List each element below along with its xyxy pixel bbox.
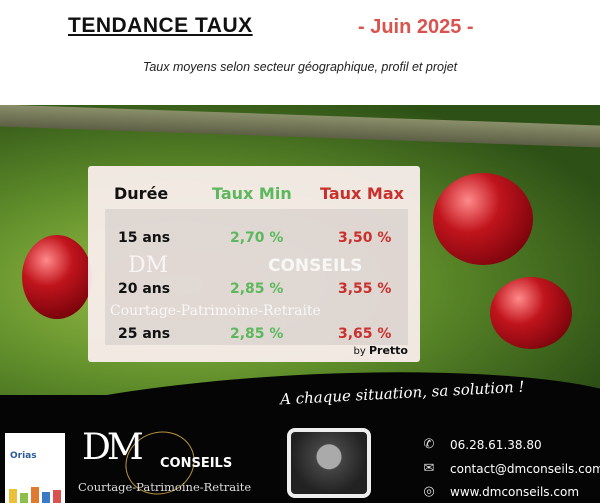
- row-duree: 25 ans: [118, 326, 171, 342]
- contact-email[interactable]: ✉ contact@dmconseils.com: [420, 461, 600, 477]
- orias-logo: Orias: [5, 433, 65, 503]
- header-duree: Durée: [114, 184, 169, 203]
- cherry: [490, 277, 572, 349]
- row-max: 3,55 %: [338, 281, 392, 297]
- pretto-credit: by Pretto: [354, 345, 408, 358]
- watermark-conseils: CONSEILS: [268, 256, 363, 276]
- orias-text: Orias: [10, 451, 37, 461]
- watermark-tagline: Courtage-Patrimoine-Retraite: [110, 303, 321, 319]
- by-label: by: [353, 346, 366, 357]
- advisor-photo: [287, 428, 371, 498]
- row-duree: 20 ans: [118, 281, 171, 297]
- month-label: - Juin 2025 -: [358, 16, 474, 38]
- watermark: [105, 209, 408, 345]
- subtitle: Taux moyens selon secteur géographique, …: [142, 60, 458, 74]
- row-min: 2,85 %: [230, 326, 284, 342]
- page-title: TENDANCE TAUX: [68, 14, 253, 37]
- email-text: contact@dmconseils.com: [450, 462, 600, 476]
- watermark-dm: DM: [128, 253, 169, 278]
- logo-tagline: Courtage-Patrimoine-Retraite: [78, 480, 252, 494]
- header-taux-max: Taux Max: [320, 184, 404, 203]
- email-icon: ✉: [423, 461, 435, 476]
- row-min: 2,85 %: [230, 281, 284, 297]
- branch: [0, 105, 600, 148]
- phone-text: 06.28.61.38.80: [450, 438, 542, 452]
- globe-icon: ◎: [423, 484, 435, 499]
- row-max: 3,50 %: [338, 230, 392, 246]
- logo-dm: DM: [82, 427, 144, 468]
- cherry: [22, 235, 92, 319]
- row-max: 3,65 %: [338, 326, 392, 342]
- header-taux-min: Taux Min: [212, 184, 292, 203]
- row-duree: 15 ans: [118, 230, 171, 246]
- website-text: www.dmconseils.com: [450, 485, 580, 499]
- contact-phone[interactable]: ✆ 06.28.61.38.80: [420, 437, 542, 453]
- contact-website[interactable]: ◎ www.dmconseils.com: [420, 484, 579, 500]
- row-min: 2,70 %: [230, 230, 284, 246]
- rates-table: DM CONSEILS Courtage-Patrimoine-Retraite…: [88, 166, 420, 362]
- logo-conseils: CONSEILS: [160, 456, 233, 471]
- pretto-label: Pretto: [368, 344, 408, 357]
- cherry: [433, 173, 533, 265]
- phone-icon: ✆: [423, 437, 435, 452]
